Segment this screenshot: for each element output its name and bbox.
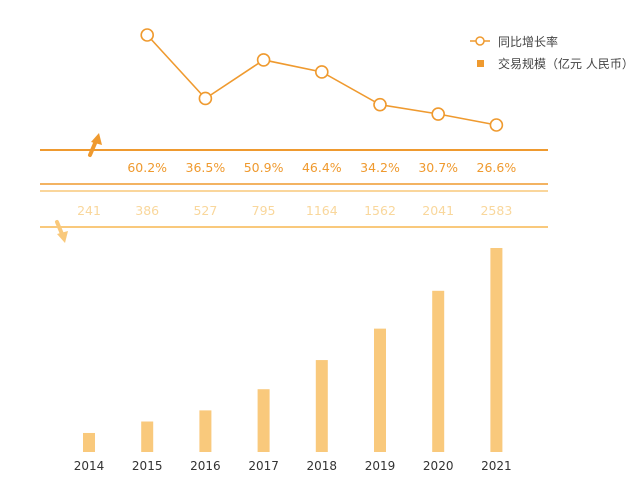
bar-value-label-2017: 795 bbox=[252, 203, 276, 218]
bar-2015 bbox=[141, 421, 154, 452]
bar-2018 bbox=[315, 360, 328, 452]
growth-point-2021 bbox=[489, 118, 504, 132]
legend-line-circle-icon bbox=[470, 36, 490, 46]
growth-point-2018 bbox=[314, 65, 329, 79]
bar-2021 bbox=[490, 248, 503, 452]
legend: 同比增长率 交易规模（亿元 人民币） bbox=[470, 30, 634, 74]
x-label-2019: 2019 bbox=[365, 459, 396, 473]
bar-value-label-2018: 1164 bbox=[306, 203, 338, 218]
growth-label-2019: 34.2% bbox=[360, 160, 400, 175]
bar-2014 bbox=[83, 432, 95, 452]
down-arrow-icon bbox=[55, 220, 68, 243]
growth-label-2021: 26.6% bbox=[477, 160, 517, 175]
bar-2016 bbox=[199, 410, 212, 452]
dividers-group bbox=[40, 149, 548, 228]
bar-value-label-2015: 386 bbox=[135, 203, 159, 218]
growth-point-2017 bbox=[256, 53, 271, 67]
up-arrow-icon bbox=[88, 133, 102, 157]
growth-point-2019 bbox=[373, 97, 387, 112]
growth-point-2015 bbox=[140, 28, 154, 42]
legend-item-growth: 同比增长率 bbox=[470, 30, 634, 52]
bar-2017 bbox=[257, 389, 270, 452]
bar-value-label-2014: 241 bbox=[77, 203, 101, 218]
growth-point-2016 bbox=[198, 91, 213, 106]
growth-label-2017: 50.9% bbox=[244, 160, 284, 175]
x-label-2017: 2017 bbox=[248, 459, 279, 473]
growth-label-2016: 36.5% bbox=[186, 160, 226, 175]
x-axis-labels-group: 2014 2015 2016 2017 2018 2019 2020 2021 bbox=[74, 459, 512, 473]
legend-square-icon bbox=[477, 59, 484, 67]
growth-label-2018: 46.4% bbox=[302, 160, 342, 175]
x-label-2021: 2021 bbox=[481, 459, 512, 473]
growth-labels-group: 60.2% 36.5% 50.9% 46.4% 34.2% 30.7% 26.6% bbox=[127, 160, 516, 175]
bar-2019 bbox=[374, 328, 386, 452]
bar-value-label-2016: 527 bbox=[193, 203, 217, 218]
bar-2020 bbox=[432, 290, 445, 452]
x-label-2020: 2020 bbox=[423, 459, 454, 473]
bar-value-labels-group: 241 386 527 795 1164 1562 2041 2583 bbox=[77, 203, 512, 218]
x-label-2015: 2015 bbox=[132, 459, 163, 473]
legend-item-volume: 交易规模（亿元 人民币） bbox=[470, 52, 634, 74]
growth-label-2020: 30.7% bbox=[418, 160, 458, 175]
legend-label-growth: 同比增长率 bbox=[498, 34, 559, 49]
bars-group bbox=[83, 248, 503, 452]
x-label-2018: 2018 bbox=[307, 459, 338, 473]
growth-label-2015: 60.2% bbox=[127, 160, 167, 175]
bar-value-label-2021: 2583 bbox=[480, 203, 512, 218]
growth-point-2020 bbox=[431, 107, 446, 121]
growth-line-group bbox=[140, 28, 504, 132]
x-label-2014: 2014 bbox=[74, 459, 105, 473]
bar-value-label-2019: 1562 bbox=[364, 203, 396, 218]
bar-value-label-2020: 2041 bbox=[422, 203, 454, 218]
x-label-2016: 2016 bbox=[190, 459, 221, 473]
legend-label-volume: 交易规模（亿元 人民币） bbox=[498, 56, 634, 71]
